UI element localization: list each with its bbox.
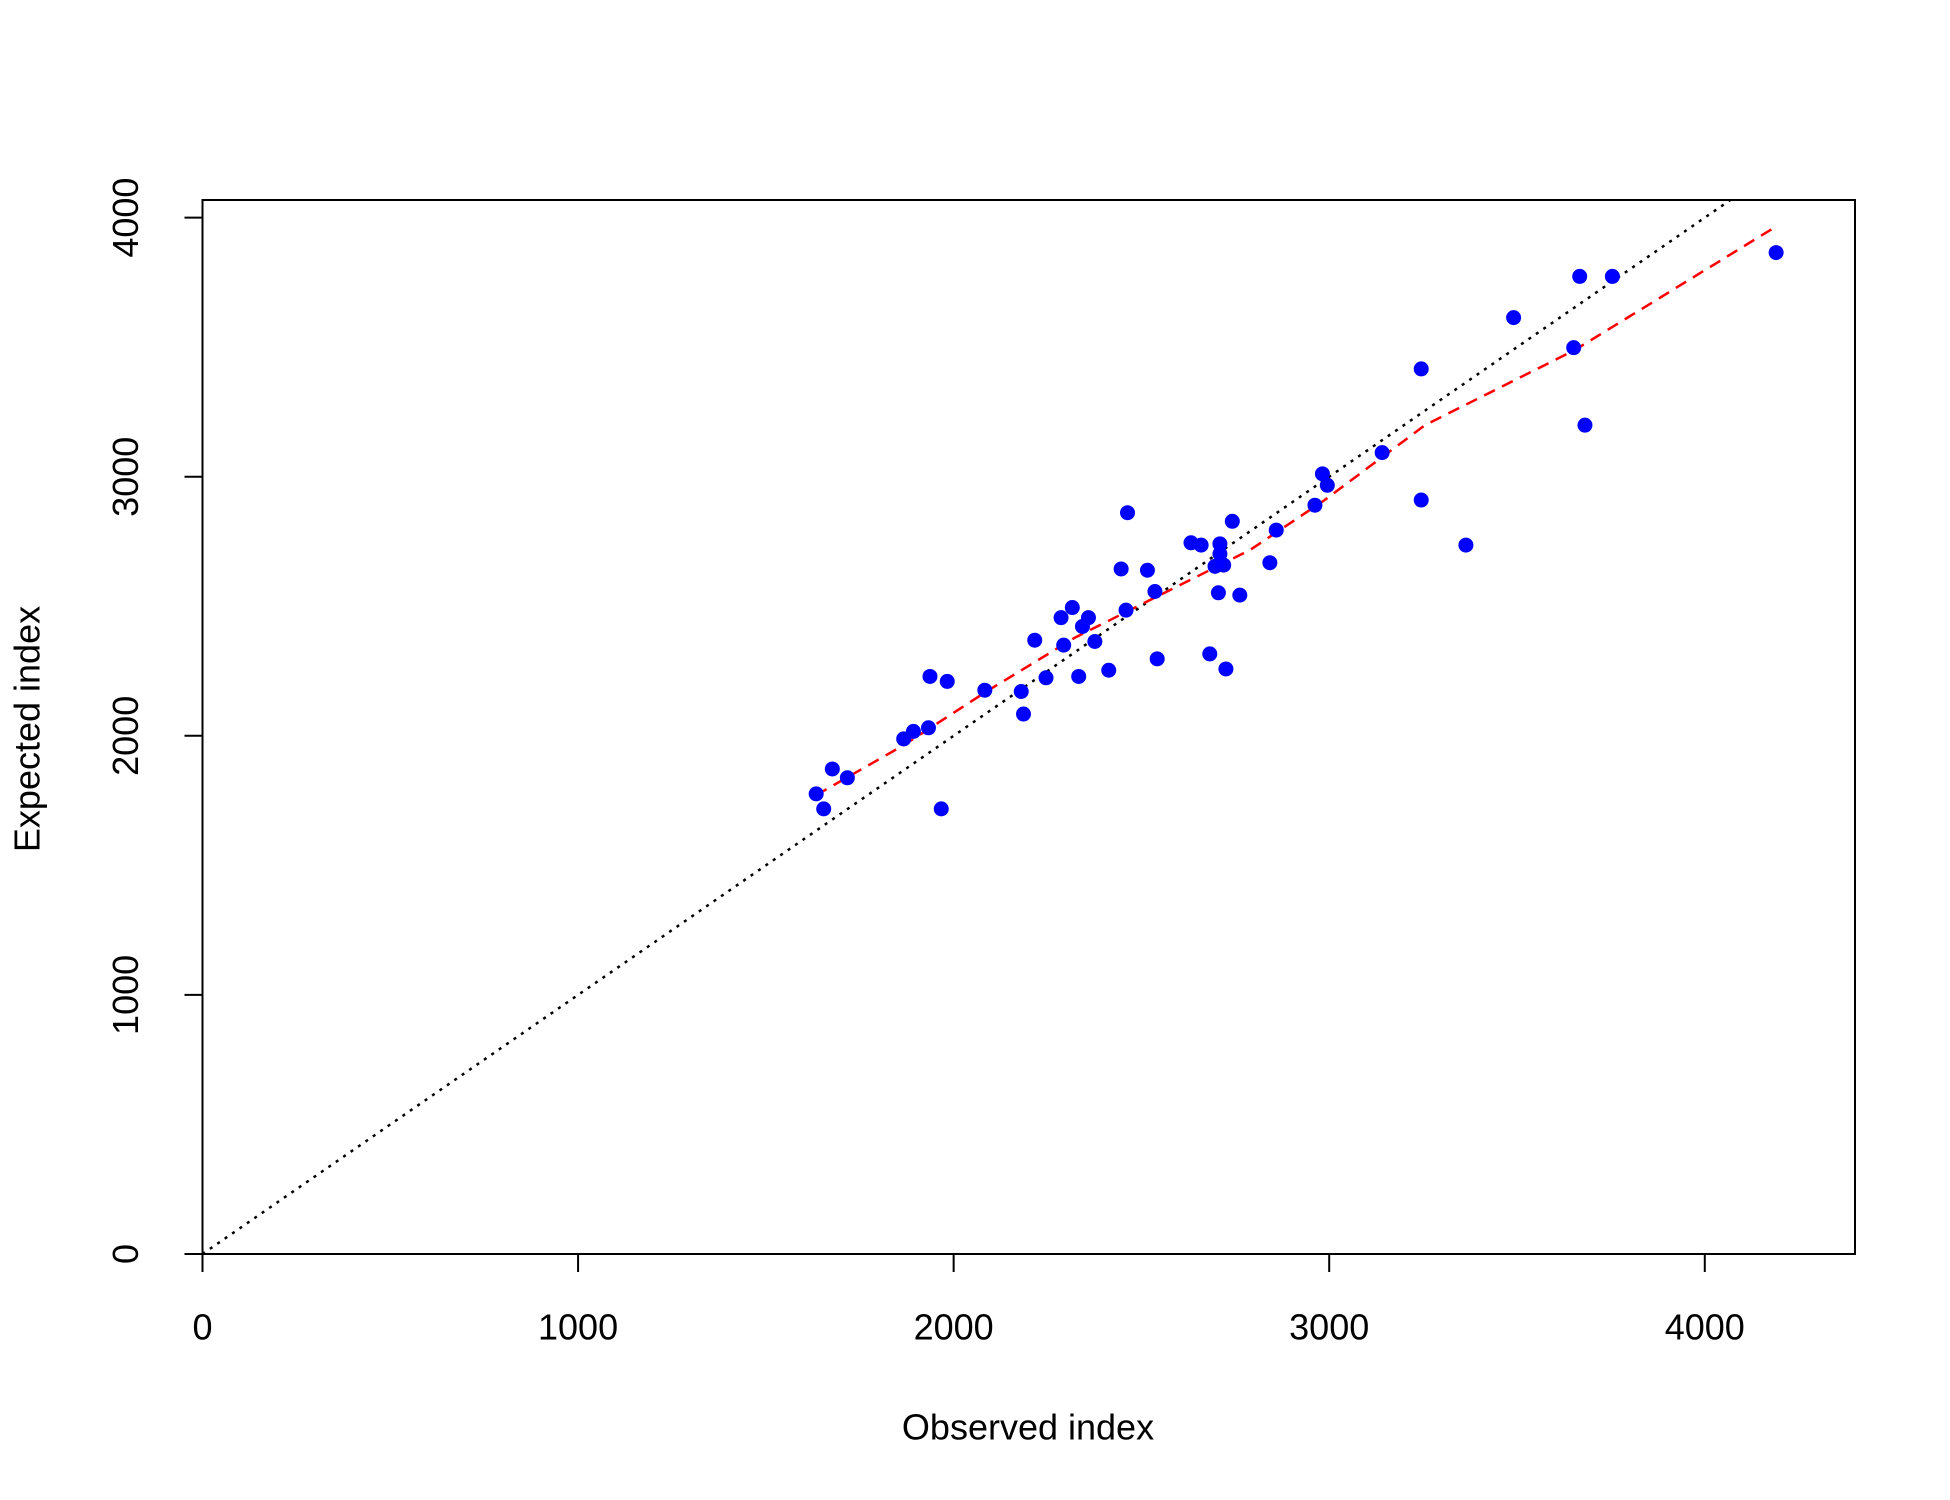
point (977, 682, 993, 698)
point (1413, 492, 1429, 508)
point (1120, 505, 1136, 521)
point (1027, 632, 1043, 648)
x-tick-label: 1000 (538, 1307, 618, 1348)
point (1768, 245, 1784, 261)
point (1038, 670, 1054, 686)
point (1113, 561, 1129, 577)
point (933, 801, 949, 817)
point (920, 720, 936, 736)
point (905, 723, 921, 739)
point (1147, 583, 1163, 599)
point (1056, 637, 1072, 653)
point (1319, 477, 1335, 493)
point (1577, 417, 1593, 433)
point (922, 668, 938, 684)
point (816, 801, 832, 817)
point (939, 673, 955, 689)
point (1101, 662, 1117, 678)
y-tick-label: 3000 (105, 437, 146, 517)
y-axis-label: Expected index (7, 606, 48, 852)
point (1210, 585, 1226, 601)
point (1314, 466, 1330, 482)
point (1604, 268, 1620, 284)
point (1268, 522, 1284, 538)
point (1087, 633, 1103, 649)
point (1224, 513, 1240, 529)
point (1566, 340, 1582, 356)
point (1053, 610, 1069, 626)
point (1374, 445, 1390, 461)
x-tick-label: 0 (192, 1307, 212, 1348)
point (1307, 497, 1323, 513)
point (1458, 537, 1474, 553)
x-tick-label: 2000 (914, 1307, 994, 1348)
plot-frame (201, 199, 1856, 1255)
point (1064, 600, 1080, 616)
x-tick-label: 4000 (1665, 1307, 1745, 1348)
point (1071, 668, 1087, 684)
point (1506, 310, 1522, 326)
point (839, 770, 855, 786)
x-tick-label: 3000 (1289, 1307, 1369, 1348)
point (1015, 706, 1031, 722)
point (1218, 661, 1234, 677)
point (1262, 555, 1278, 571)
y-tick-label: 4000 (105, 178, 146, 258)
point (1013, 684, 1029, 700)
reference-line (202, 200, 1733, 1254)
point (1118, 602, 1134, 618)
point (824, 761, 840, 777)
point (1202, 646, 1218, 662)
point (1413, 361, 1429, 377)
y-tick-label: 1000 (105, 955, 146, 1035)
x-axis-label: Observed index (902, 1407, 1154, 1448)
point (1193, 537, 1209, 553)
point (808, 786, 824, 802)
point (1080, 610, 1096, 626)
point (1216, 557, 1232, 573)
y-tick-label: 0 (105, 1244, 146, 1264)
fit-line (815, 225, 1777, 797)
point (1139, 562, 1155, 578)
point (1572, 268, 1588, 284)
point (1149, 651, 1165, 667)
point (1232, 587, 1248, 603)
y-tick-label: 2000 (105, 696, 146, 776)
